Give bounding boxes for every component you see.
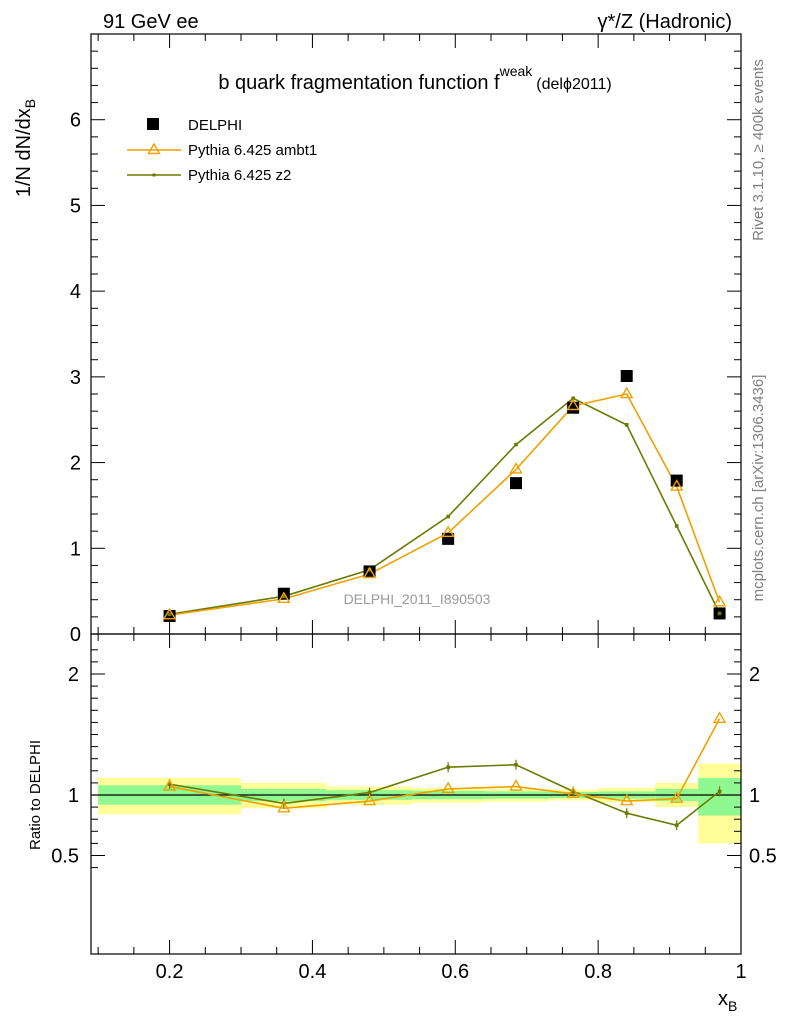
ratio-axes: 0.5 0.5 1 1 2 2 0.2 0.4 0.6 0.8 1 (51, 634, 777, 983)
ambt1-point (162, 607, 177, 620)
ratio-z2-point (571, 789, 575, 794)
legend-label-delphi: DELPHI (188, 117, 242, 134)
main-y-axis: 0 1 2 3 4 5 6 (70, 34, 742, 646)
main-y-tick-label: 1 (70, 538, 81, 560)
main-y-tick-label: 3 (70, 367, 81, 389)
main-title: b quark fragmentation function fweak(del… (218, 63, 611, 94)
main-y-axis-label: 1/N dN/dxB (13, 99, 38, 197)
ratio-ambt1-point (712, 711, 727, 723)
main-panel: 0 1 2 3 4 5 6 b quark fragmentation function f… (13, 33, 742, 646)
ambt1-point (712, 594, 727, 607)
ratio-ambt1-point (509, 779, 523, 791)
legend: DELPHI Pythia 6.425 ambt1 Pythia 6.425 z… (127, 117, 317, 184)
ratio-z2-point (624, 811, 629, 815)
z2-point (167, 612, 172, 617)
ambt1-point (362, 566, 377, 579)
z2-point (446, 514, 450, 519)
ratio-y-tick-label-right: 1 (749, 785, 760, 807)
z2-point (367, 567, 372, 572)
ratio-panel: 0.5 0.51 12 20.2 0.4 0.6 0.8 1 Ratio to DELPHI … (27, 633, 777, 1014)
rivet-version-label: Rivet 3.1.10, ≥ 400k events (750, 59, 767, 241)
x-axis-label-subscript: B (728, 998, 737, 1014)
x-axis-label-text: x (718, 988, 728, 1010)
z2-point (717, 611, 722, 616)
z2-point (514, 442, 518, 447)
ratio-y-tick-label-left: 1 (68, 785, 79, 807)
ratio-y-tick-label-right: 2 (749, 664, 760, 686)
ratio-y-tick-label-right: 0.5 (749, 846, 777, 868)
ratio-bands (98, 763, 741, 844)
ratio-ambt1-point (362, 793, 377, 806)
main-y-tick-label: 6 (70, 110, 81, 132)
z2-point (282, 594, 286, 599)
ratio-stat-uncertainty-band (698, 778, 741, 816)
ratio-z2-point (446, 765, 450, 769)
ratio-z2-point (717, 789, 722, 794)
ambt1-point (670, 479, 684, 491)
main-y-axis-label-text: 1/N dN/dx (13, 108, 35, 197)
main-y-tick-label: 2 (70, 453, 81, 475)
x-tick-label: 0.8 (584, 961, 612, 983)
legend-marker-ambt1 (147, 142, 161, 155)
delphi-data-point (620, 370, 633, 382)
main-y-axis-label-subscript: B (22, 99, 38, 108)
main-title-tag: (delϕ2011) (536, 76, 611, 93)
main-y-tick-label: 0 (70, 624, 81, 646)
ratio-ambt1-point (620, 793, 634, 806)
z2-line (169, 397, 721, 616)
ratio-ambt1-point (441, 781, 455, 794)
header-left: 91 GeV ee (103, 11, 199, 33)
main-marks (162, 370, 727, 622)
ratio-y-axis-label: Ratio to DELPHI (27, 740, 44, 850)
ratio-y-tick-label-left: 2 (68, 664, 79, 686)
main-y-tick-label: 5 (70, 195, 81, 217)
ratio-z2-point (674, 823, 679, 828)
legend-label-ambt1: Pythia 6.425 ambt1 (188, 142, 317, 159)
ambt1-point (509, 462, 523, 474)
main-y-tick-label: 4 (70, 281, 81, 303)
ratio-frame (90, 633, 742, 955)
delphi-data-point (510, 477, 522, 490)
ratio-marks (162, 711, 727, 831)
ambt1-line (169, 393, 721, 616)
z2-point (624, 423, 629, 427)
x-tick-label: 0.4 (299, 961, 327, 983)
main-title-superscript: weak (499, 63, 534, 79)
ambt1-point (620, 386, 634, 399)
main-title-text: b quark fragmentation function f (218, 72, 500, 94)
legend-marker-delphi (147, 118, 159, 130)
ratio-ambt1-line (169, 718, 721, 810)
ratio-z2-point (514, 762, 518, 767)
ratio-z2-point (367, 790, 372, 795)
mcplots-label: mcplots.cern.ch [arXiv:1306.3436] (750, 375, 767, 602)
ratio-z2-point (167, 782, 172, 786)
ratio-y-tick-label-left: 0.5 (51, 846, 79, 868)
x-tick-label: 1 (735, 961, 746, 983)
analysis-watermark: DELPHI_2011_I890503 (344, 591, 491, 607)
legend-label-z2: Pythia 6.425 z2 (188, 167, 291, 184)
x-tick-label: 0.6 (441, 961, 469, 983)
ambt1-point (566, 398, 580, 411)
ratio-ambt1-point (670, 791, 684, 803)
z2-point (571, 396, 575, 401)
legend-marker-z2 (152, 173, 156, 177)
ambt1-point (277, 591, 291, 604)
z2-point (674, 524, 679, 528)
header-right: γ*/Z (Hadronic) (598, 11, 732, 33)
x-tick-label: 0.2 (156, 961, 184, 983)
x-axis-label: xB (718, 988, 737, 1014)
ratio-ambt1-point (566, 786, 580, 798)
ratio-ambt1-point (162, 779, 177, 791)
ratio-ambt1-point (277, 800, 291, 813)
ambt1-point (441, 525, 455, 538)
